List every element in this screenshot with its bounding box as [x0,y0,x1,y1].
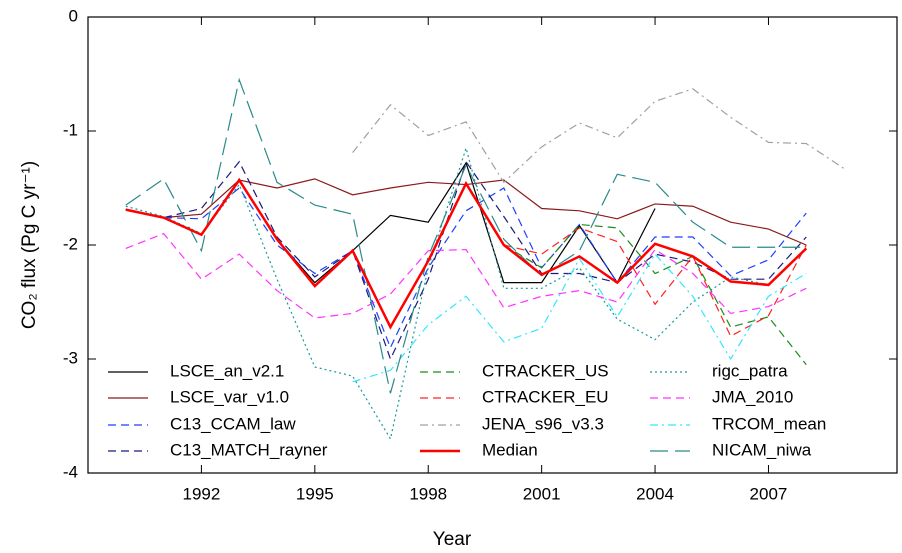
legend-label: LSCE_var_v1.0 [170,387,289,406]
y-tick-label: -2 [63,234,78,253]
x-tick-label: 1995 [296,484,334,503]
legend-label: CTRACKER_EU [482,387,609,406]
x-tick-label: 1998 [409,484,447,503]
y-tick-label: 0 [69,6,78,25]
x-tick-label: 2004 [636,484,674,503]
x-axis-label: Year [433,529,472,550]
y-tick-label: -4 [63,462,78,481]
series-line [503,223,807,366]
legend-label: Median [482,440,538,459]
legend: LSCE_an_v2.1 LSCE_var_v1.0 C13_CCAM_law C13… [108,361,826,459]
y-tick-label: -1 [63,120,78,139]
series-line [125,77,807,394]
series-line [125,187,807,350]
series-line [352,253,807,383]
y-tick-label: -3 [63,348,78,367]
legend-label: JENA_s96_v3.3 [482,414,604,433]
legend-label: rigc_patra [712,361,788,380]
series-line [125,160,807,361]
series-line [503,227,807,338]
x-tick-label: 2007 [750,484,788,503]
legend-label: CTRACKER_US [482,361,609,380]
legend-label: C13_MATCH_rayner [170,440,328,459]
legend-label: LSCE_an_v2.1 [170,361,284,380]
x-tick-label: 1992 [182,484,220,503]
series-line [125,161,656,284]
x-tick-label: 2001 [523,484,561,503]
series-line [352,88,845,184]
series-line [125,232,807,319]
y-axis-label: CO₂ flux (Pg C yr⁻¹) [19,161,40,329]
series-line [125,177,808,330]
legend-label: C13_CCAM_law [170,414,296,433]
legend-label: TRCOM_mean [712,414,826,433]
legend-label: JMA_2010 [712,387,793,406]
series-line [125,178,807,246]
legend-label: NICAM_niwa [712,440,812,459]
